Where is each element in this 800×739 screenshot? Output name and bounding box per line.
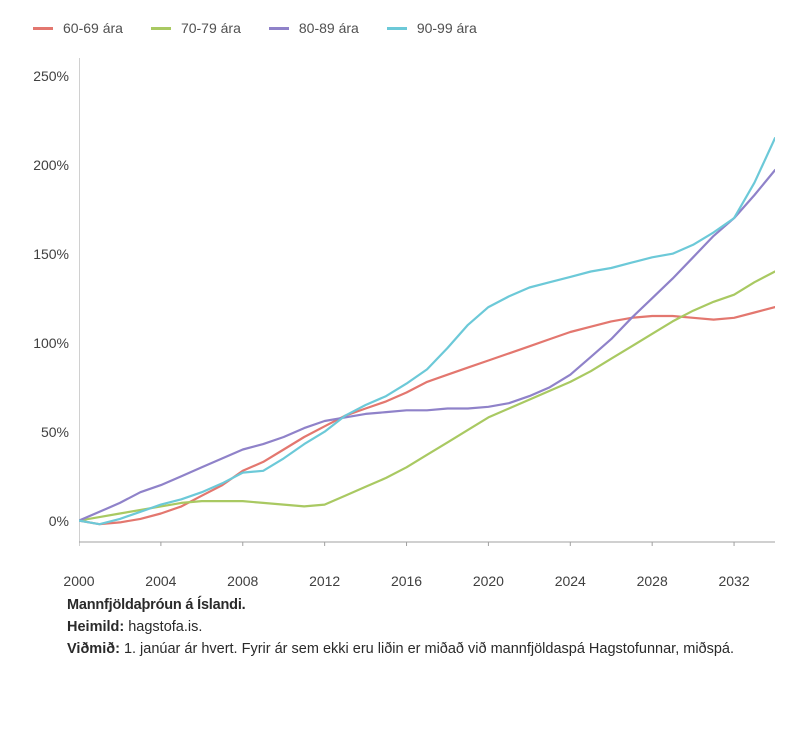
series-line (79, 138, 775, 524)
legend-item: 70-79 ára (151, 20, 241, 36)
source-label: Heimild: (67, 619, 124, 635)
legend-item: 80-89 ára (269, 20, 359, 36)
source-value: hagstofa.is. (128, 619, 202, 635)
series-line (79, 307, 775, 524)
y-axis-label: 200% (25, 157, 69, 173)
x-axis-label: 2024 (555, 573, 586, 589)
x-axis-label: 2008 (227, 573, 258, 589)
y-axis-label: 100% (25, 335, 69, 351)
line-chart (79, 54, 775, 564)
footer-text: Mannfjöldaþróun á Íslandi. Heimild: hags… (25, 595, 775, 660)
chart-area: 0% 50% 100% 150% 200% 250% 2000 2004 2008 2012 201… (25, 54, 775, 589)
legend-swatch (151, 27, 171, 30)
chart-title: Mannfjöldaþróun á Íslandi. (67, 597, 245, 613)
y-axis-label: 0% (25, 513, 69, 529)
x-axis-label: 2032 (718, 573, 749, 589)
legend-swatch (387, 27, 407, 30)
series-line (79, 272, 775, 521)
legend-item: 90-99 ára (387, 20, 477, 36)
legend-swatch (33, 27, 53, 30)
legend-label: 70-79 ára (181, 20, 241, 36)
chart-container: 60-69 ára 70-79 ára 80-89 ára 90-99 ára 0% 5… (0, 0, 800, 680)
ref-label: Viðmið: (67, 641, 120, 657)
y-axis-label: 250% (25, 68, 69, 84)
series-line (79, 170, 775, 520)
legend-label: 60-69 ára (63, 20, 123, 36)
legend-label: 80-89 ára (299, 20, 359, 36)
legend-label: 90-99 ára (417, 20, 477, 36)
legend-item: 60-69 ára (33, 20, 123, 36)
y-axis-label: 150% (25, 246, 69, 262)
legend: 60-69 ára 70-79 ára 80-89 ára 90-99 ára (25, 20, 775, 36)
x-axis-label: 2000 (63, 573, 94, 589)
x-axis-label: 2004 (145, 573, 176, 589)
legend-swatch (269, 27, 289, 30)
x-axis-label: 2012 (309, 573, 340, 589)
x-axis-label: 2016 (391, 573, 422, 589)
x-axis-label: 2028 (637, 573, 668, 589)
ref-value: 1. janúar ár hvert. Fyrir ár sem ekki er… (124, 641, 734, 657)
x-axis-label: 2020 (473, 573, 504, 589)
y-axis-label: 50% (25, 424, 69, 440)
